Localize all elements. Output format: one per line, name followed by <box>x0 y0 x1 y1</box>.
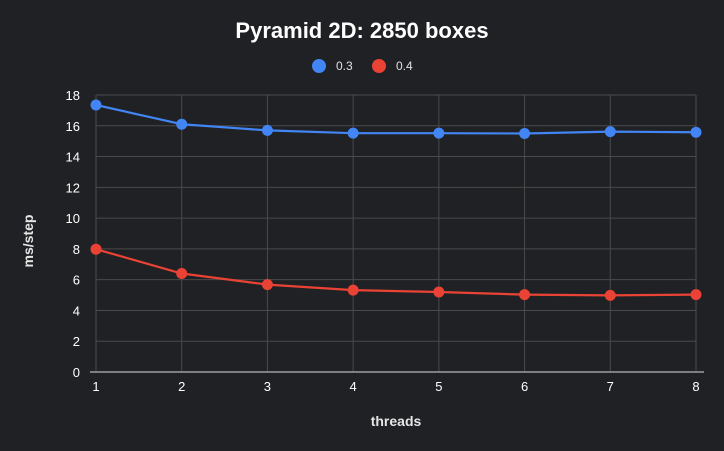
x-tick-label: 7 <box>607 379 614 394</box>
data-point[interactable] <box>690 289 702 301</box>
series-0.4 <box>90 243 702 301</box>
legend: 0.3 0.4 <box>312 59 413 73</box>
y-tick-label: 2 <box>73 334 80 349</box>
data-point[interactable] <box>433 286 445 298</box>
x-tick-label: 8 <box>692 379 699 394</box>
legend-marker <box>312 59 326 73</box>
data-point[interactable] <box>90 243 102 255</box>
data-point[interactable] <box>690 126 702 138</box>
data-point[interactable] <box>347 284 359 296</box>
y-tick-label: 10 <box>66 211 80 226</box>
legend-label: 0.4 <box>396 59 413 73</box>
y-tick-label: 0 <box>73 365 80 380</box>
data-point[interactable] <box>261 124 273 136</box>
data-point[interactable] <box>176 268 188 280</box>
x-tick-label: 1 <box>92 379 99 394</box>
data-point[interactable] <box>347 127 359 139</box>
y-tick-label: 18 <box>66 88 80 103</box>
x-axis-title: threads <box>371 413 422 429</box>
y-tick-label: 14 <box>66 150 80 165</box>
x-tick-label: 5 <box>435 379 442 394</box>
series-line <box>95 103 697 135</box>
data-point[interactable] <box>176 118 188 130</box>
x-axis-ticks: 1 2 3 4 5 6 7 8 <box>92 379 699 394</box>
series-line <box>95 248 697 297</box>
legend-item-0.3[interactable]: 0.3 <box>312 59 353 73</box>
x-tick-label: 2 <box>178 379 185 394</box>
data-point[interactable] <box>519 127 531 139</box>
y-tick-label: 6 <box>73 273 80 288</box>
y-axis-ticks: 0 2 4 6 8 10 12 14 16 18 <box>66 88 80 380</box>
chart-title: Pyramid 2D: 2850 boxes <box>235 18 488 43</box>
y-tick-label: 8 <box>73 242 80 257</box>
data-point[interactable] <box>433 127 445 139</box>
legend-item-0.4[interactable]: 0.4 <box>372 59 413 73</box>
legend-label: 0.3 <box>336 59 353 73</box>
x-tick-label: 4 <box>350 379 357 394</box>
x-tick-label: 6 <box>521 379 528 394</box>
y-axis-title: ms/step <box>20 215 36 268</box>
data-point[interactable] <box>519 289 531 301</box>
y-tick-label: 4 <box>73 303 80 318</box>
data-point[interactable] <box>604 289 616 301</box>
y-tick-label: 16 <box>66 119 80 134</box>
legend-marker <box>372 59 386 73</box>
y-tick-label: 12 <box>66 180 80 195</box>
series-group <box>90 99 702 301</box>
series-0.3 <box>90 99 702 139</box>
data-point[interactable] <box>604 126 616 138</box>
data-point[interactable] <box>261 279 273 291</box>
x-tick-label: 3 <box>264 379 271 394</box>
data-point[interactable] <box>90 99 102 111</box>
